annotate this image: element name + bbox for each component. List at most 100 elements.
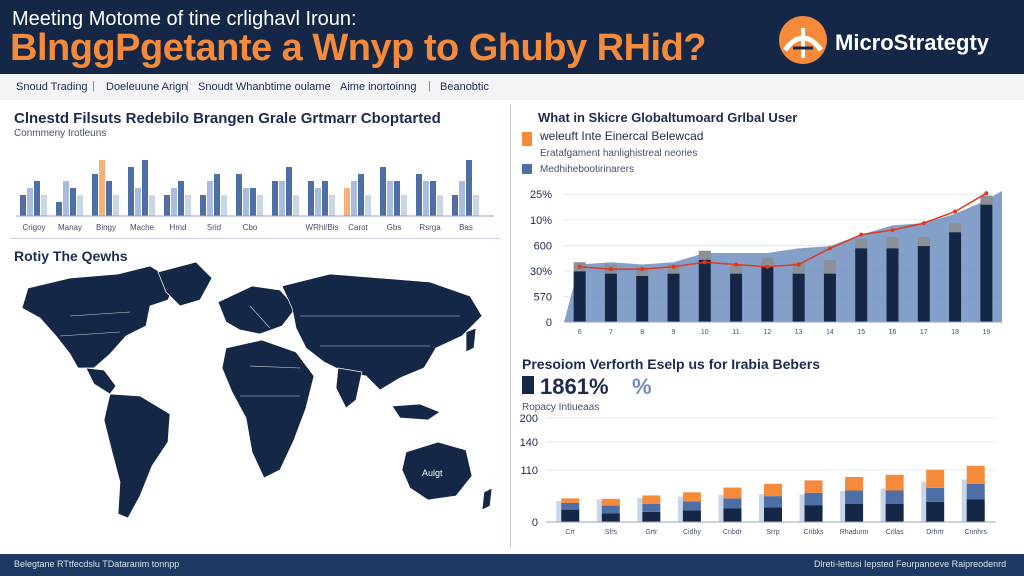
bar-8-2 [322,181,328,216]
bar-11 [917,246,930,322]
x-tick-label: Mache [130,223,155,232]
stack-0-2 [561,498,580,503]
legend-label-3: Medhihebootirinarers [540,164,634,175]
x-tick-label: 16 [889,329,897,336]
stack-1-0 [601,513,620,522]
stack-5-1 [764,496,782,508]
footer-right-text: Dlreti-lettusi Iepsted Feurpanoeve Raipr… [814,559,1007,569]
bar-4-1 [171,188,177,216]
bar-cap-11 [917,236,930,247]
stacked-chart-stat: 1861% [540,374,609,399]
bar-13 [980,204,993,322]
line-point-12 [953,209,958,214]
bar-cap-3 [667,264,680,274]
bg-bar-10 [961,479,970,522]
bg-bar-6 [799,494,808,522]
bar-2-2 [106,181,112,216]
x-tick-label: Rsrga [419,223,441,232]
nav-separator: | [428,80,431,92]
area-series [564,190,1002,322]
stack-7-0 [845,504,864,522]
line-point-7 [796,262,801,267]
nav-item-1[interactable]: Doeleuune Arign [106,81,188,93]
x-tick-label: Cnnhrs [964,529,987,536]
stacked-chart-subtitle: Ropacy Intiueaas [522,402,600,413]
x-tick-label: Gbs [387,223,402,232]
bar-1-0 [56,202,62,216]
line-point-10 [890,228,895,232]
stack-6-0 [804,505,823,522]
stack-0-1 [561,502,580,510]
stack-1-1 [601,505,620,514]
nav-item-2[interactable]: Snoudt Whanbtime oulame [198,81,331,93]
nav-item-4[interactable]: Beanobtic [440,81,489,93]
stacked-bar-chart: 0 110 140 200 Crr Sfrs Grtr Cidhy Cnbdr Srrp Cnbks… [520,413,996,536]
bar-5-0 [200,195,206,216]
stack-7-1 [845,490,864,504]
bg-bar-5 [759,494,767,522]
stack-2-1 [642,504,661,512]
stack-4-0 [723,508,742,522]
line-point-3 [671,264,676,269]
bar-cap-10 [886,236,899,249]
bar-6-0 [236,174,242,216]
legend-label-2: Eratafgament hanlighistreal neories [540,148,697,159]
greenland-shape [157,261,213,307]
bar-12-3 [473,195,479,216]
bar-2-1 [99,160,105,216]
x-tick-label: Rhadurm [840,529,869,536]
bar-7-0 [272,181,278,216]
indonesia-shape [391,403,441,421]
y-tick-label: 30% [530,266,552,278]
bar-0-2 [34,181,40,216]
map-title: Rotiy The Qewhs [14,248,128,264]
bar-12-1 [459,181,465,216]
australia-shape [401,441,473,501]
nav-separator: | [186,80,189,92]
stack-10-2 [966,465,985,484]
legend-swatch-blue [522,164,532,174]
grouped-bar-chart: Crigoy Manay Bingy Mache Hmd Srid Cbo WRhl/Bis C… [16,160,494,232]
stack-0-0 [561,509,580,522]
bg-bar-1 [596,499,605,522]
bar-12-2 [466,160,472,216]
south-america-shape [103,393,171,519]
x-tick-label: Manay [58,223,82,232]
x-tick-label: Drhrtr [926,529,945,536]
x-tick-label: Bingy [96,223,116,232]
bar-10-1 [387,181,393,216]
bar-3-1 [135,188,141,216]
bar-cap-12 [949,223,962,233]
legend-label-1: weleuft Inte Einercal Belewcad [539,129,703,143]
x-tick-label: 7 [609,329,613,336]
page-title: BlnggPgetante a Wnyp to Ghuby RHid? [10,27,707,69]
x-tick-label: Srid [207,223,221,232]
central-america-shape [85,367,117,395]
x-tick-label: 12 [763,329,771,336]
stack-10-0 [966,499,985,522]
stack-10-1 [966,483,985,500]
nav-item-0[interactable]: Snoud Trading [16,81,88,93]
brand-logo[interactable]: MicroStrategty [775,14,1015,66]
bar-0 [573,271,586,322]
x-tick-label: 14 [826,329,834,336]
bar-3-2 [142,160,148,216]
x-tick-label: Bas [459,223,473,232]
x-tick-label: 13 [795,329,803,336]
bg-bar-3 [677,496,686,522]
bar-7-3 [293,195,299,216]
bar-0-0 [20,195,26,216]
bar-2 [636,276,649,322]
stack-6-1 [804,492,823,506]
stack-7-2 [845,477,864,491]
nav-separator: | [92,80,95,92]
stack-8-0 [885,504,904,522]
nav-item-3[interactable]: Aime inortoinng [340,81,417,93]
bar-6-2 [250,188,256,216]
stack-3-1 [682,501,701,511]
x-tick-label: WRhl/Bis [306,223,339,232]
bar-cap-9 [855,239,868,249]
line-point-0 [577,264,582,269]
stat-marker-icon [522,376,534,394]
line-point-9 [859,232,864,237]
